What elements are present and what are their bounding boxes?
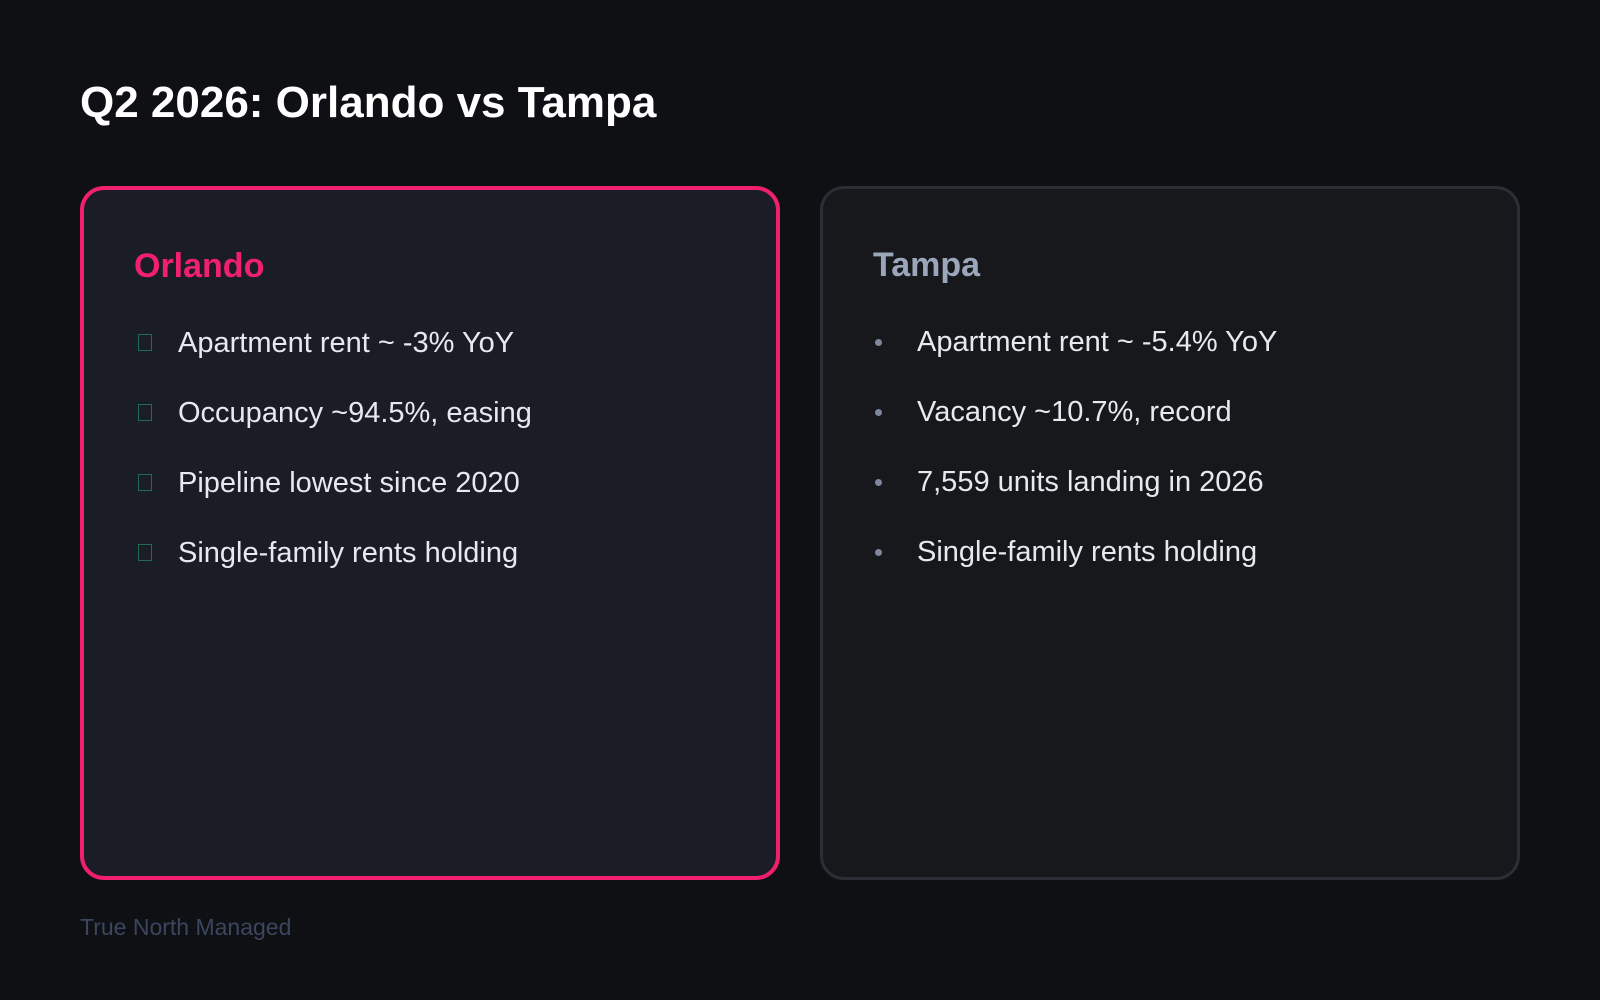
orlando-card-title: Orlando	[134, 247, 265, 285]
bullet-text: Apartment rent ~ -5.4% YoY	[917, 325, 1278, 358]
bullet-text: Vacancy ~10.7%, record	[917, 395, 1232, 428]
tampa-bullet-item: 7,559 units landing in 2026	[873, 447, 1467, 517]
bullet-text: Occupancy ~94.5%, easing	[178, 396, 532, 429]
bullet-text: Single-family rents holding	[917, 535, 1258, 568]
orlando-bullet-item: Pipeline lowest since 2020	[134, 448, 726, 518]
tampa-bullet-item: Single-family rents holding	[873, 517, 1467, 587]
bullet-dot-icon	[873, 542, 917, 562]
box-glyph-icon	[134, 473, 178, 493]
orlando-card: Orlando Apartment rent ~ -3% YoY Occupan…	[80, 186, 780, 880]
footer-brand: True North Managed	[80, 914, 292, 940]
tampa-card-title: Tampa	[873, 246, 981, 284]
bullet-text: 7,559 units landing in 2026	[917, 465, 1264, 498]
orlando-bullet-list: Apartment rent ~ -3% YoY Occupancy ~94.5…	[134, 308, 726, 588]
bullet-dot-icon	[873, 402, 917, 422]
orlando-bullet-item: Occupancy ~94.5%, easing	[134, 378, 726, 448]
bullet-text: Apartment rent ~ -3% YoY	[178, 326, 515, 359]
bullet-text: Pipeline lowest since 2020	[178, 466, 520, 499]
box-glyph-icon	[134, 543, 178, 563]
slide-title: Q2 2026: Orlando vs Tampa	[80, 78, 657, 127]
bullet-text: Single-family rents holding	[178, 536, 519, 569]
box-glyph-icon	[134, 333, 178, 353]
orlando-bullet-item: Single-family rents holding	[134, 518, 726, 588]
tampa-card: Tampa Apartment rent ~ -5.4% YoY Vacancy…	[820, 186, 1520, 880]
bullet-dot-icon	[873, 332, 917, 352]
orlando-bullet-item: Apartment rent ~ -3% YoY	[134, 308, 726, 378]
box-glyph-icon	[134, 403, 178, 423]
tampa-bullet-item: Apartment rent ~ -5.4% YoY	[873, 307, 1467, 377]
tampa-bullet-list: Apartment rent ~ -5.4% YoY Vacancy ~10.7…	[873, 307, 1467, 587]
bullet-dot-icon	[873, 472, 917, 492]
tampa-bullet-item: Vacancy ~10.7%, record	[873, 377, 1467, 447]
